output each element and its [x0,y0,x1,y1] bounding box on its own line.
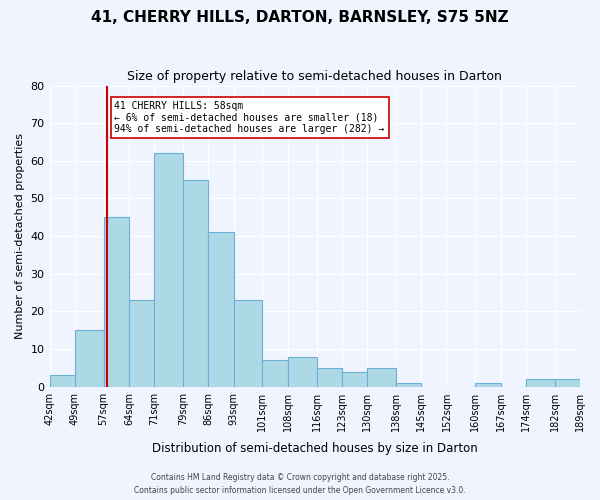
Bar [104,218,129,386]
Bar [367,368,396,386]
Text: 41, CHERRY HILLS, DARTON, BARNSLEY, S75 5NZ: 41, CHERRY HILLS, DARTON, BARNSLEY, S75 … [91,10,509,25]
Bar [154,154,183,386]
Bar [555,379,580,386]
Bar [208,232,233,386]
Bar [183,180,208,386]
Bar [342,372,367,386]
Bar [288,356,317,386]
Bar [396,383,421,386]
Text: 41 CHERRY HILLS: 58sqm
← 6% of semi-detached houses are smaller (18)
94% of semi: 41 CHERRY HILLS: 58sqm ← 6% of semi-deta… [115,100,385,134]
Bar [75,330,104,386]
Y-axis label: Number of semi-detached properties: Number of semi-detached properties [15,133,25,339]
Title: Size of property relative to semi-detached houses in Darton: Size of property relative to semi-detach… [127,70,502,83]
Bar [262,360,288,386]
Bar [129,300,154,386]
Bar [526,379,555,386]
X-axis label: Distribution of semi-detached houses by size in Darton: Distribution of semi-detached houses by … [152,442,478,455]
Text: Contains HM Land Registry data © Crown copyright and database right 2025.
Contai: Contains HM Land Registry data © Crown c… [134,474,466,495]
Bar [317,368,342,386]
Bar [475,383,500,386]
Bar [233,300,262,386]
Bar [50,376,75,386]
